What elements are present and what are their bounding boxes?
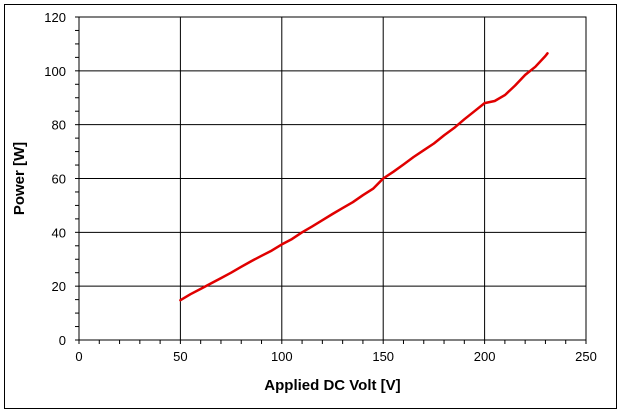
x-tick-label: 200 <box>474 349 496 364</box>
x-tick-label: 150 <box>372 349 394 364</box>
y-tick-label: 20 <box>52 279 66 294</box>
plot-border <box>78 16 587 341</box>
x-tick-label: 50 <box>173 349 187 364</box>
y-tick-label: 0 <box>59 333 66 348</box>
power-series-line <box>179 52 549 302</box>
y-tick-label: 60 <box>52 172 66 187</box>
y-tick-labels: 0 20 40 60 80 100 120 <box>44 10 66 348</box>
x-tick-label: 0 <box>75 349 82 364</box>
minor-ticks <box>75 16 587 344</box>
series-group <box>179 52 549 302</box>
y-tick-label: 100 <box>44 64 66 79</box>
x-axis-title: Applied DC Volt [V] <box>264 377 400 394</box>
x-tick-labels: 0 50 100 150 200 250 <box>75 349 596 364</box>
x-tick-label: 250 <box>575 349 597 364</box>
y-tick-label: 40 <box>52 225 66 240</box>
y-axis-title: Power [W] <box>11 142 28 215</box>
y-tick-label: 80 <box>52 118 66 133</box>
y-tick-label: 120 <box>44 10 66 25</box>
x-tick-label: 100 <box>271 349 293 364</box>
